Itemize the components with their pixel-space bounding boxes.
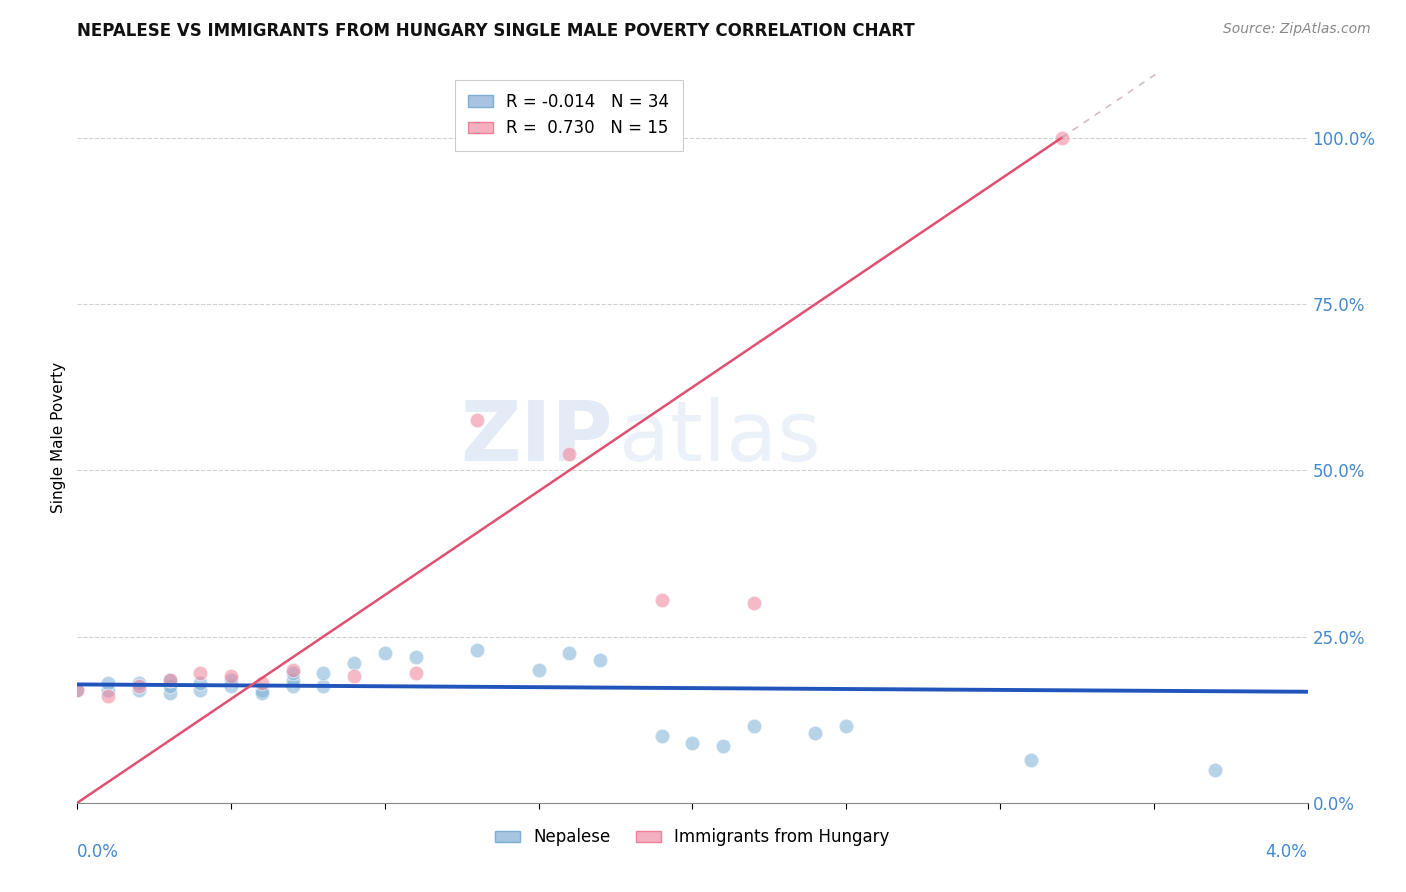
Point	[558, 646, 581, 660]
Point	[1204, 763, 1226, 777]
Point	[188, 666, 212, 681]
Point	[281, 666, 304, 681]
Point	[219, 680, 242, 694]
Point	[804, 726, 827, 740]
Point	[651, 593, 673, 607]
Point	[66, 682, 89, 697]
Point	[312, 680, 335, 694]
Point	[558, 447, 581, 461]
Point	[159, 680, 181, 694]
Point	[219, 669, 242, 683]
Point	[1019, 753, 1042, 767]
Point	[159, 673, 181, 687]
Point	[281, 663, 304, 677]
Point	[66, 682, 89, 697]
Point	[527, 663, 550, 677]
Point	[742, 719, 765, 733]
Point	[97, 676, 120, 690]
Point	[281, 673, 304, 687]
Point	[711, 739, 734, 754]
Text: 4.0%: 4.0%	[1265, 843, 1308, 861]
Point	[343, 669, 366, 683]
Y-axis label: Single Male Poverty: Single Male Poverty	[51, 361, 66, 513]
Text: ZIP: ZIP	[460, 397, 613, 477]
Point	[1050, 131, 1073, 145]
Point	[281, 680, 304, 694]
Point	[682, 736, 704, 750]
Legend: Nepalese, Immigrants from Hungary: Nepalese, Immigrants from Hungary	[489, 822, 896, 853]
Point	[97, 690, 120, 704]
Point	[128, 682, 150, 697]
Point	[219, 673, 242, 687]
Point	[651, 729, 673, 743]
Point	[835, 719, 858, 733]
Text: Source: ZipAtlas.com: Source: ZipAtlas.com	[1223, 22, 1371, 37]
Point	[159, 673, 181, 687]
Point	[589, 653, 612, 667]
Point	[97, 682, 120, 697]
Text: atlas: atlas	[619, 397, 820, 477]
Point	[159, 686, 181, 700]
Text: NEPALESE VS IMMIGRANTS FROM HUNGARY SINGLE MALE POVERTY CORRELATION CHART: NEPALESE VS IMMIGRANTS FROM HUNGARY SING…	[77, 22, 915, 40]
Point	[343, 656, 366, 670]
Point	[374, 646, 396, 660]
Point	[128, 680, 150, 694]
Point	[188, 676, 212, 690]
Point	[465, 643, 488, 657]
Point	[312, 666, 335, 681]
Point	[465, 413, 488, 427]
Point	[742, 596, 765, 610]
Point	[188, 682, 212, 697]
Point	[250, 686, 273, 700]
Point	[405, 666, 427, 681]
Point	[128, 676, 150, 690]
Text: 0.0%: 0.0%	[77, 843, 120, 861]
Point	[250, 682, 273, 697]
Point	[405, 649, 427, 664]
Point	[250, 676, 273, 690]
